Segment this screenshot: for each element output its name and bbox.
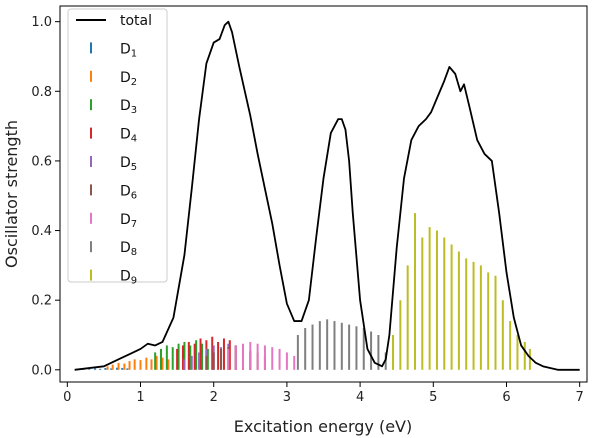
- legend-label-total: total: [120, 13, 152, 29]
- legend-label-d3: D3: [120, 98, 137, 116]
- legend-label-d8: D8: [120, 240, 137, 258]
- x-tick-label-5: 5: [429, 390, 437, 405]
- total-line: [74, 20, 580, 371]
- legend-label-d2: D2: [120, 70, 137, 88]
- legend-label-d1: D1: [120, 41, 137, 59]
- y-axis-label: Oscillator strength: [2, 120, 21, 268]
- legend-label-d4: D4: [120, 127, 137, 145]
- stick-series-d9: [392, 213, 531, 370]
- legend-label-d5: D5: [120, 155, 137, 173]
- legend: total D1 D2 D3 D4 D5 D6 D7 D8 D9: [67, 8, 168, 287]
- x-tick-label-7: 7: [576, 390, 584, 405]
- legend-label-d9: D9: [120, 269, 137, 287]
- total-curve: [74, 20, 580, 371]
- y-tick-label-4: 0.8: [31, 85, 52, 100]
- x-axis-label: Excitation energy (eV): [234, 417, 412, 436]
- plot-frame: [59, 5, 588, 383]
- y-tick-label-5: 1.0: [31, 15, 52, 30]
- y-axis-ticks: 0.0 0.2 0.4 0.6 0.8 1.0: [31, 15, 60, 378]
- x-tick-label-3: 3: [283, 390, 291, 405]
- legend-label-d6: D6: [120, 183, 137, 201]
- legend-box: [67, 8, 168, 283]
- x-tick-label-2: 2: [210, 390, 218, 405]
- legend-label-d7: D7: [120, 212, 137, 230]
- x-tick-label-0: 0: [63, 390, 71, 405]
- x-tick-label-4: 4: [356, 390, 364, 405]
- x-tick-label-1: 1: [136, 390, 144, 405]
- y-tick-label-0: 0.0: [31, 363, 52, 378]
- y-tick-label-3: 0.6: [31, 154, 52, 169]
- stick-series-d2: [106, 355, 170, 370]
- x-axis-ticks: 0 1 2 3 4 5 6 7: [63, 382, 584, 405]
- stick-spectra: [77, 213, 531, 370]
- x-tick-label-6: 6: [502, 390, 510, 405]
- y-tick-label-2: 0.4: [31, 224, 52, 239]
- y-tick-label-1: 0.2: [31, 294, 52, 309]
- stick-series-d7: [227, 341, 296, 370]
